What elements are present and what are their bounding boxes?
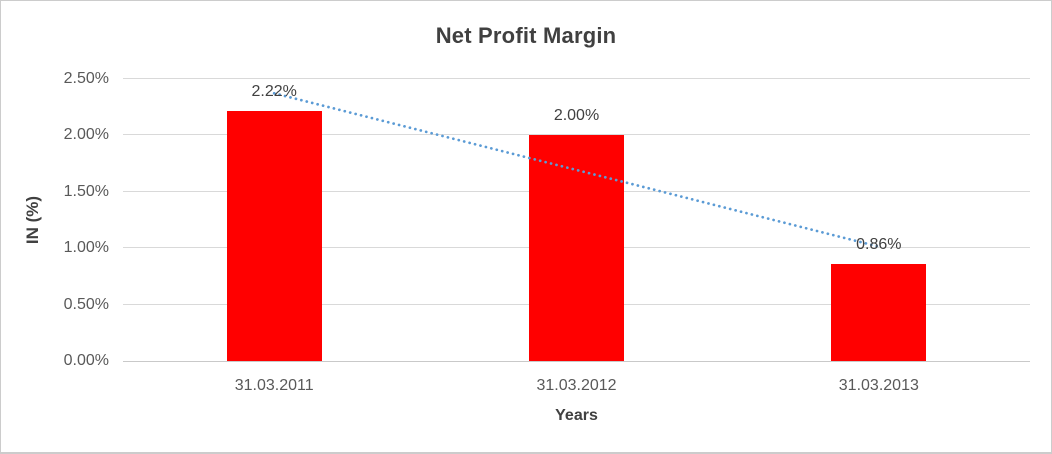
bar-series: [123, 79, 1030, 361]
gridline: [123, 134, 1030, 136]
x-axis-title: Years: [555, 407, 598, 424]
y-tick-label: 1.00%: [63, 239, 109, 257]
data-label: 2.22%: [251, 82, 297, 100]
y-tick-label: 2.00%: [63, 126, 109, 144]
y-axis-title: IN (%): [23, 195, 42, 245]
trendline: [272, 91, 881, 249]
chart-title: Net Profit Margin: [435, 23, 617, 48]
x-tick-label: 31.03.2011: [234, 377, 314, 394]
x-tick-label: 31.03.2013: [838, 377, 919, 394]
x-axis-line: [123, 361, 1030, 362]
data-label: 0.86%: [856, 235, 902, 253]
data-label: 2.00%: [553, 107, 600, 125]
bar-31.03.2013: [831, 263, 927, 361]
y-tick-label: 0.00%: [63, 352, 109, 369]
y-tick-label: 1.50%: [63, 182, 109, 200]
bar-31.03.2011: [226, 110, 322, 361]
bar-31.03.2012: [529, 135, 624, 361]
gridline: [123, 78, 1030, 79]
data-labels: 2.22% 2.00% 0.86%: [123, 79, 1030, 361]
x-tick-label: 31.03.2012: [536, 377, 617, 394]
y-tick-label: 2.50%: [63, 70, 109, 87]
y-tick-label: 0.50%: [63, 295, 109, 313]
plot-area: 2.22% 2.00% 0.86%: [123, 78, 1030, 362]
